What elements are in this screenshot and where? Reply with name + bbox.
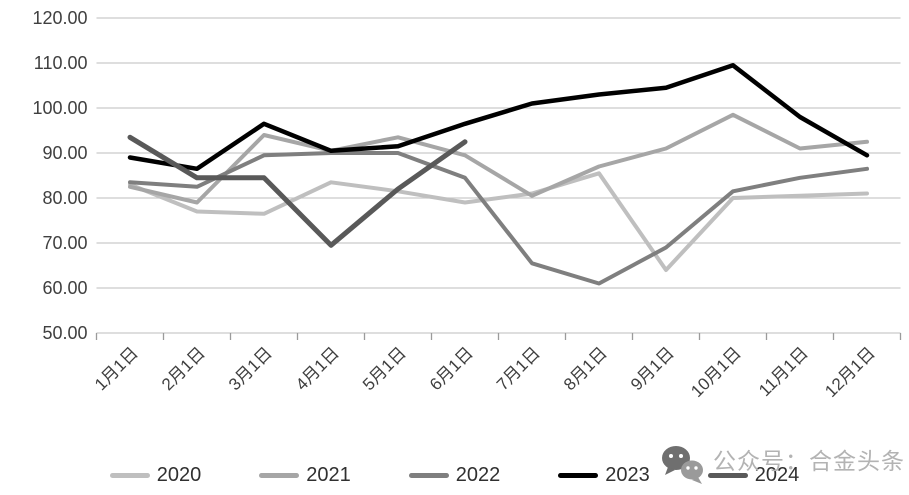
legend-swatch-2022	[408, 472, 449, 478]
chart-legend: 2020 2021 2022 2023 2024	[0, 458, 909, 492]
legend-item-2024: 2024	[707, 464, 800, 486]
legend-swatch-2023	[558, 472, 599, 478]
x-axis-label: 5月1日	[359, 343, 410, 394]
line-chart-svg: 120.00 110.00 100.00 90.00 80.00 70.00 60.00 50…	[32, 8, 902, 401]
series-line-2021	[128, 112, 869, 205]
y-axis-label: 70.00	[42, 233, 87, 253]
series-line-2024	[127, 134, 468, 248]
x-axis-label: 4月1日	[292, 343, 343, 394]
y-axis-label: 80.00	[42, 188, 87, 208]
y-axis-label: 90.00	[42, 143, 87, 163]
x-axis-label: 2月1日	[158, 343, 209, 394]
legend-item-2021: 2021	[259, 465, 351, 485]
series-line-2023	[127, 63, 870, 172]
legend-label-2021: 2021	[306, 464, 351, 486]
legend-item-2022: 2022	[408, 464, 501, 486]
legend-item-2020: 2020	[109, 464, 202, 486]
legend-label-2020: 2020	[156, 464, 202, 486]
y-axis-label: 50.00	[42, 323, 87, 343]
x-axis-label: 10月1日	[687, 343, 745, 401]
legend-label-2023: 2023	[605, 464, 650, 486]
legend-item-2023: 2023	[558, 465, 650, 485]
x-axis-label: 7月1日	[493, 343, 544, 394]
legend-swatch-2024	[707, 472, 748, 478]
x-axis-label: 6月1日	[426, 343, 477, 394]
legend-label-2024: 2024	[754, 464, 800, 486]
y-axis-label: 120.00	[32, 8, 87, 28]
legend-swatch-2020	[109, 472, 150, 478]
legend-swatch-2021	[259, 472, 300, 478]
y-axis-label: 110.00	[34, 53, 88, 73]
y-axis-label: 100.00	[32, 98, 87, 118]
series-line-2022	[128, 151, 869, 286]
x-axis-label: 8月1日	[560, 343, 611, 394]
x-axis-label: 3月1日	[225, 343, 276, 394]
x-axis-label: 9月1日	[627, 343, 678, 394]
x-axis-label: 12月1日	[821, 343, 879, 401]
legend-label-2022: 2022	[455, 464, 501, 486]
x-axis-label: 11月1日	[755, 343, 812, 400]
series-line-2020	[128, 171, 869, 272]
y-axis-label: 60.00	[42, 278, 87, 298]
plot-area: 120.00 110.00 100.00 90.00 80.00 70.00 60.00 50…	[32, 8, 902, 401]
x-axis-label: 1月1日	[91, 343, 142, 394]
